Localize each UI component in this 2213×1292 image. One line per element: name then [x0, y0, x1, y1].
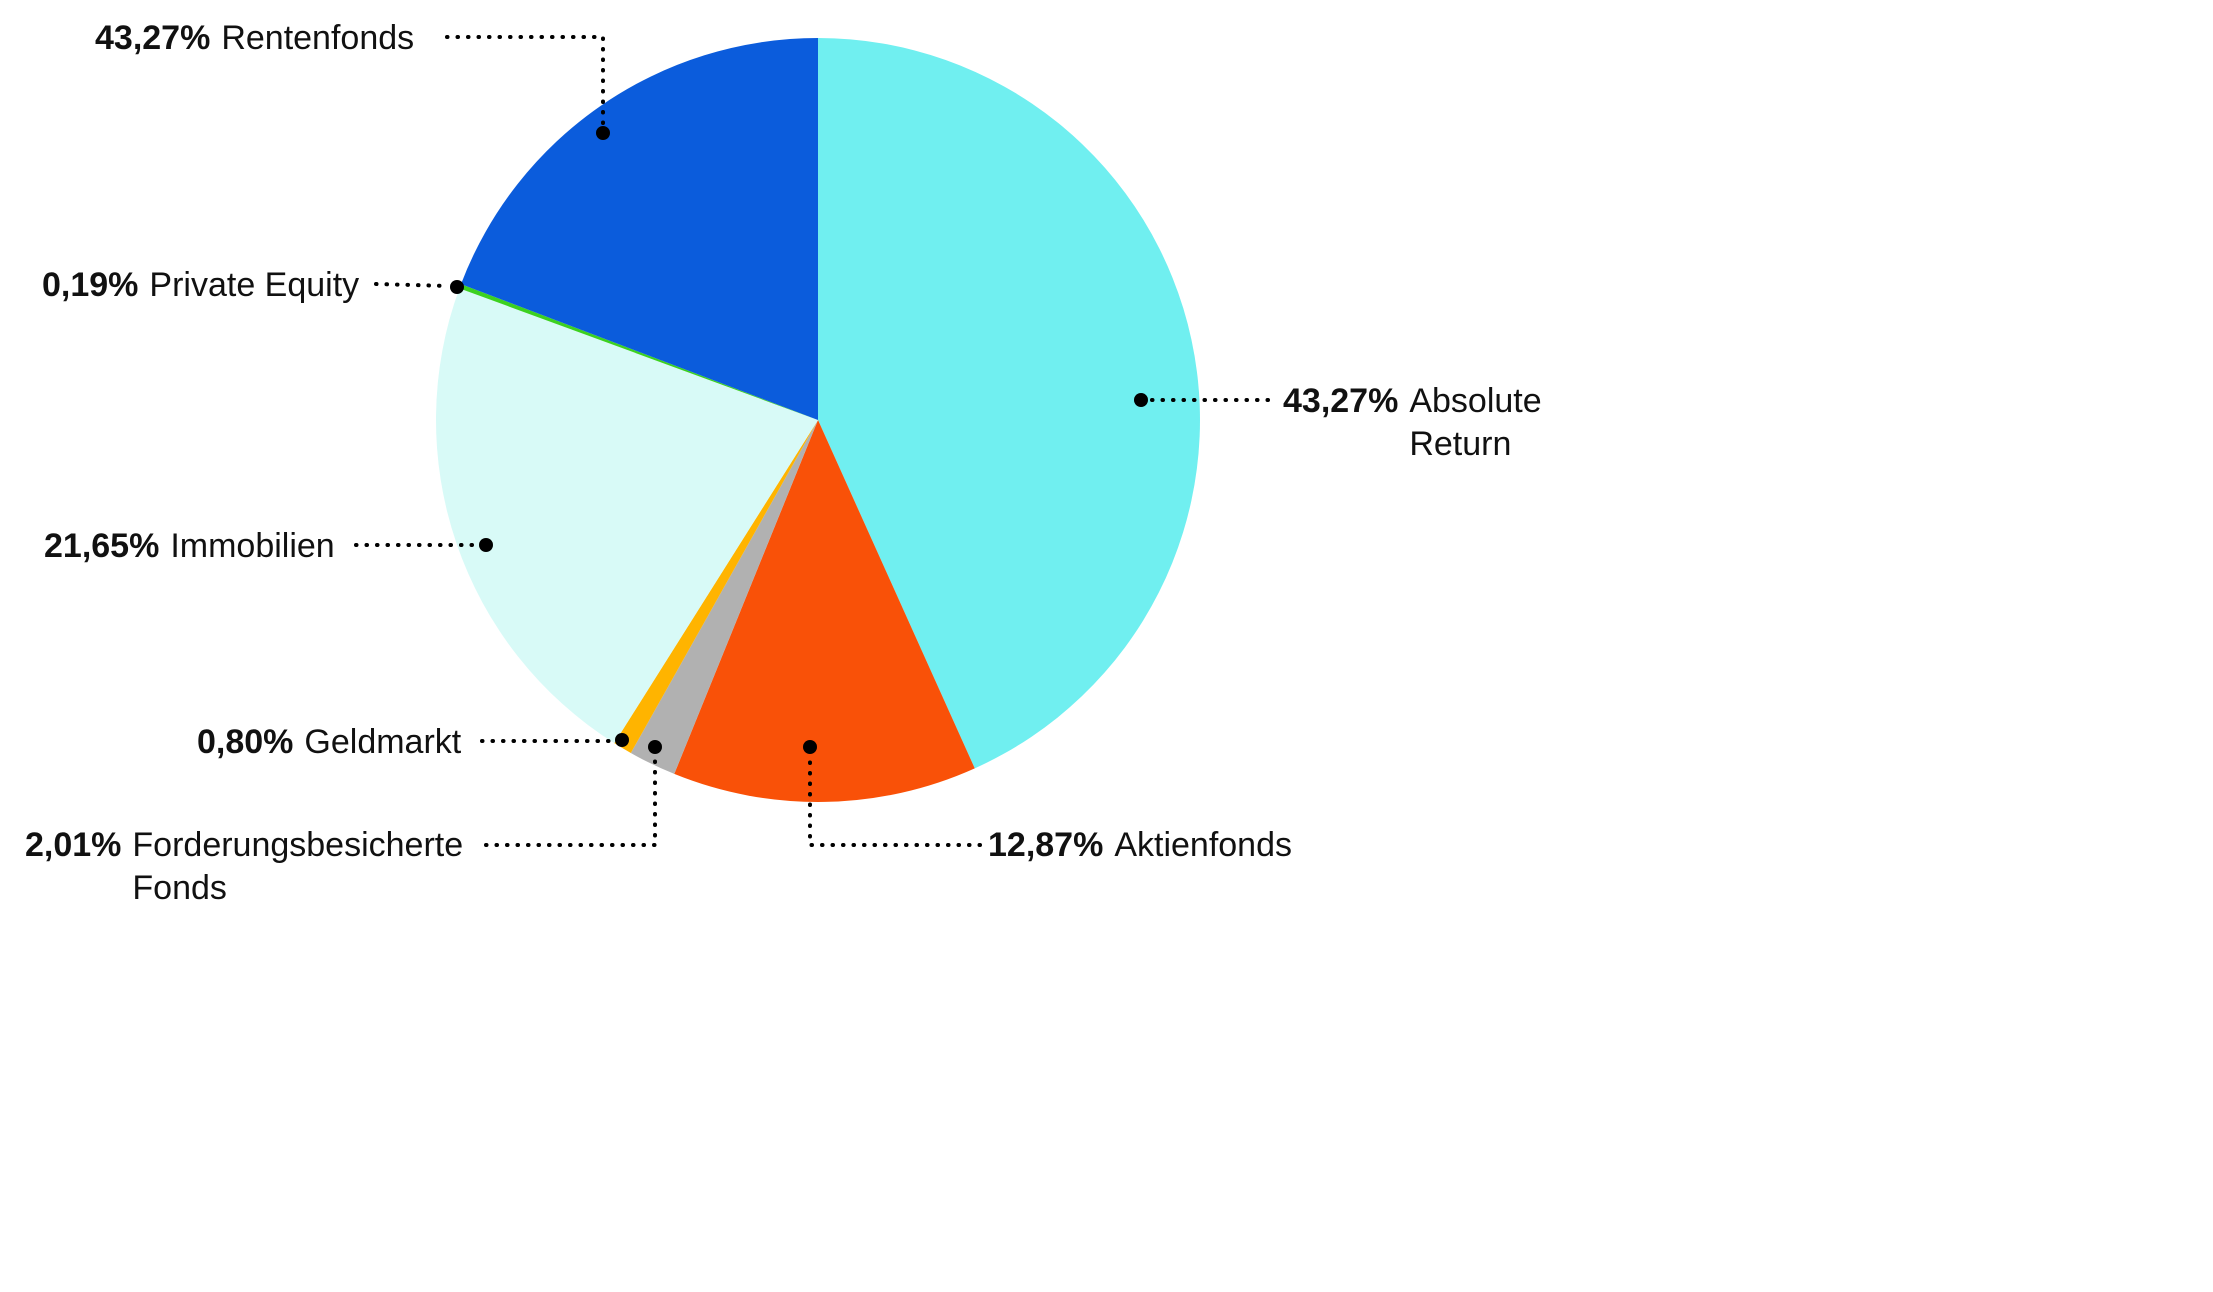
leader-line-private-equity — [374, 282, 451, 288]
leader-dot-private-equity — [450, 280, 464, 294]
pie-slice-absolute-return — [818, 38, 1200, 769]
label-aktienfonds-percent: 12,87% — [988, 826, 1104, 864]
pie-slice-geldmarkt — [614, 420, 818, 753]
pie-slice-aktienfonds — [674, 420, 975, 802]
leader-line-forderungsbesicherte-fonds — [484, 754, 657, 847]
label-immobilien: 21,65% Immobilien — [44, 525, 335, 568]
label-aktienfonds: 12,87% Aktienfonds — [988, 824, 1292, 867]
label-geldmarkt: 0,80% Geldmarkt — [197, 721, 461, 764]
leader-dot-rentenfonds — [596, 126, 610, 140]
label-geldmarkt-name: Geldmarkt — [304, 723, 462, 761]
label-rentenfonds: 43,27% Rentenfonds — [95, 17, 414, 60]
label-private-equity-percent: 0,19% — [42, 266, 139, 304]
leader-dot-immobilien — [479, 538, 493, 552]
leader-dot-geldmarkt — [615, 733, 629, 747]
leader-dot-absolute-return — [1134, 393, 1148, 407]
pie-slice-private-equity — [459, 284, 818, 420]
label-rentenfonds-name: Rentenfonds — [221, 19, 415, 57]
leader-dot-aktienfonds — [803, 740, 817, 754]
label-absolute-return-name: Absolute Return — [1409, 382, 1542, 463]
leader-line-aktienfonds — [808, 754, 982, 847]
label-rentenfonds-percent: 43,27% — [95, 19, 211, 57]
label-immobilien-name: Immobilien — [170, 527, 335, 565]
label-geldmarkt-percent: 0,80% — [197, 723, 294, 761]
label-forderungsbesicherte-fonds-percent: 2,01% — [25, 826, 122, 864]
label-private-equity-name: Private Equity — [149, 266, 360, 304]
label-immobilien-percent: 21,65% — [44, 527, 160, 565]
label-aktienfonds-name: Aktienfonds — [1114, 826, 1292, 864]
leader-dot-forderungsbesicherte-fonds — [648, 740, 662, 754]
leader-line-rentenfonds — [445, 35, 605, 127]
label-forderungsbesicherte-fonds-name: Forderungsbesicherte Fonds — [132, 826, 464, 907]
label-forderungsbesicherte-fonds: 2,01% Forderungsbesicherte Fonds — [25, 824, 494, 910]
pie-slice-forderungsbesicherte-fonds — [630, 420, 818, 774]
pie-slice-rentenfonds — [461, 38, 818, 420]
label-private-equity: 0,19% Private Equity — [42, 264, 359, 307]
label-absolute-return-percent: 43,27% — [1283, 382, 1399, 420]
pie-slice-immobilien — [435, 288, 818, 744]
label-absolute-return: 43,27% Absolute Return — [1283, 380, 1574, 466]
